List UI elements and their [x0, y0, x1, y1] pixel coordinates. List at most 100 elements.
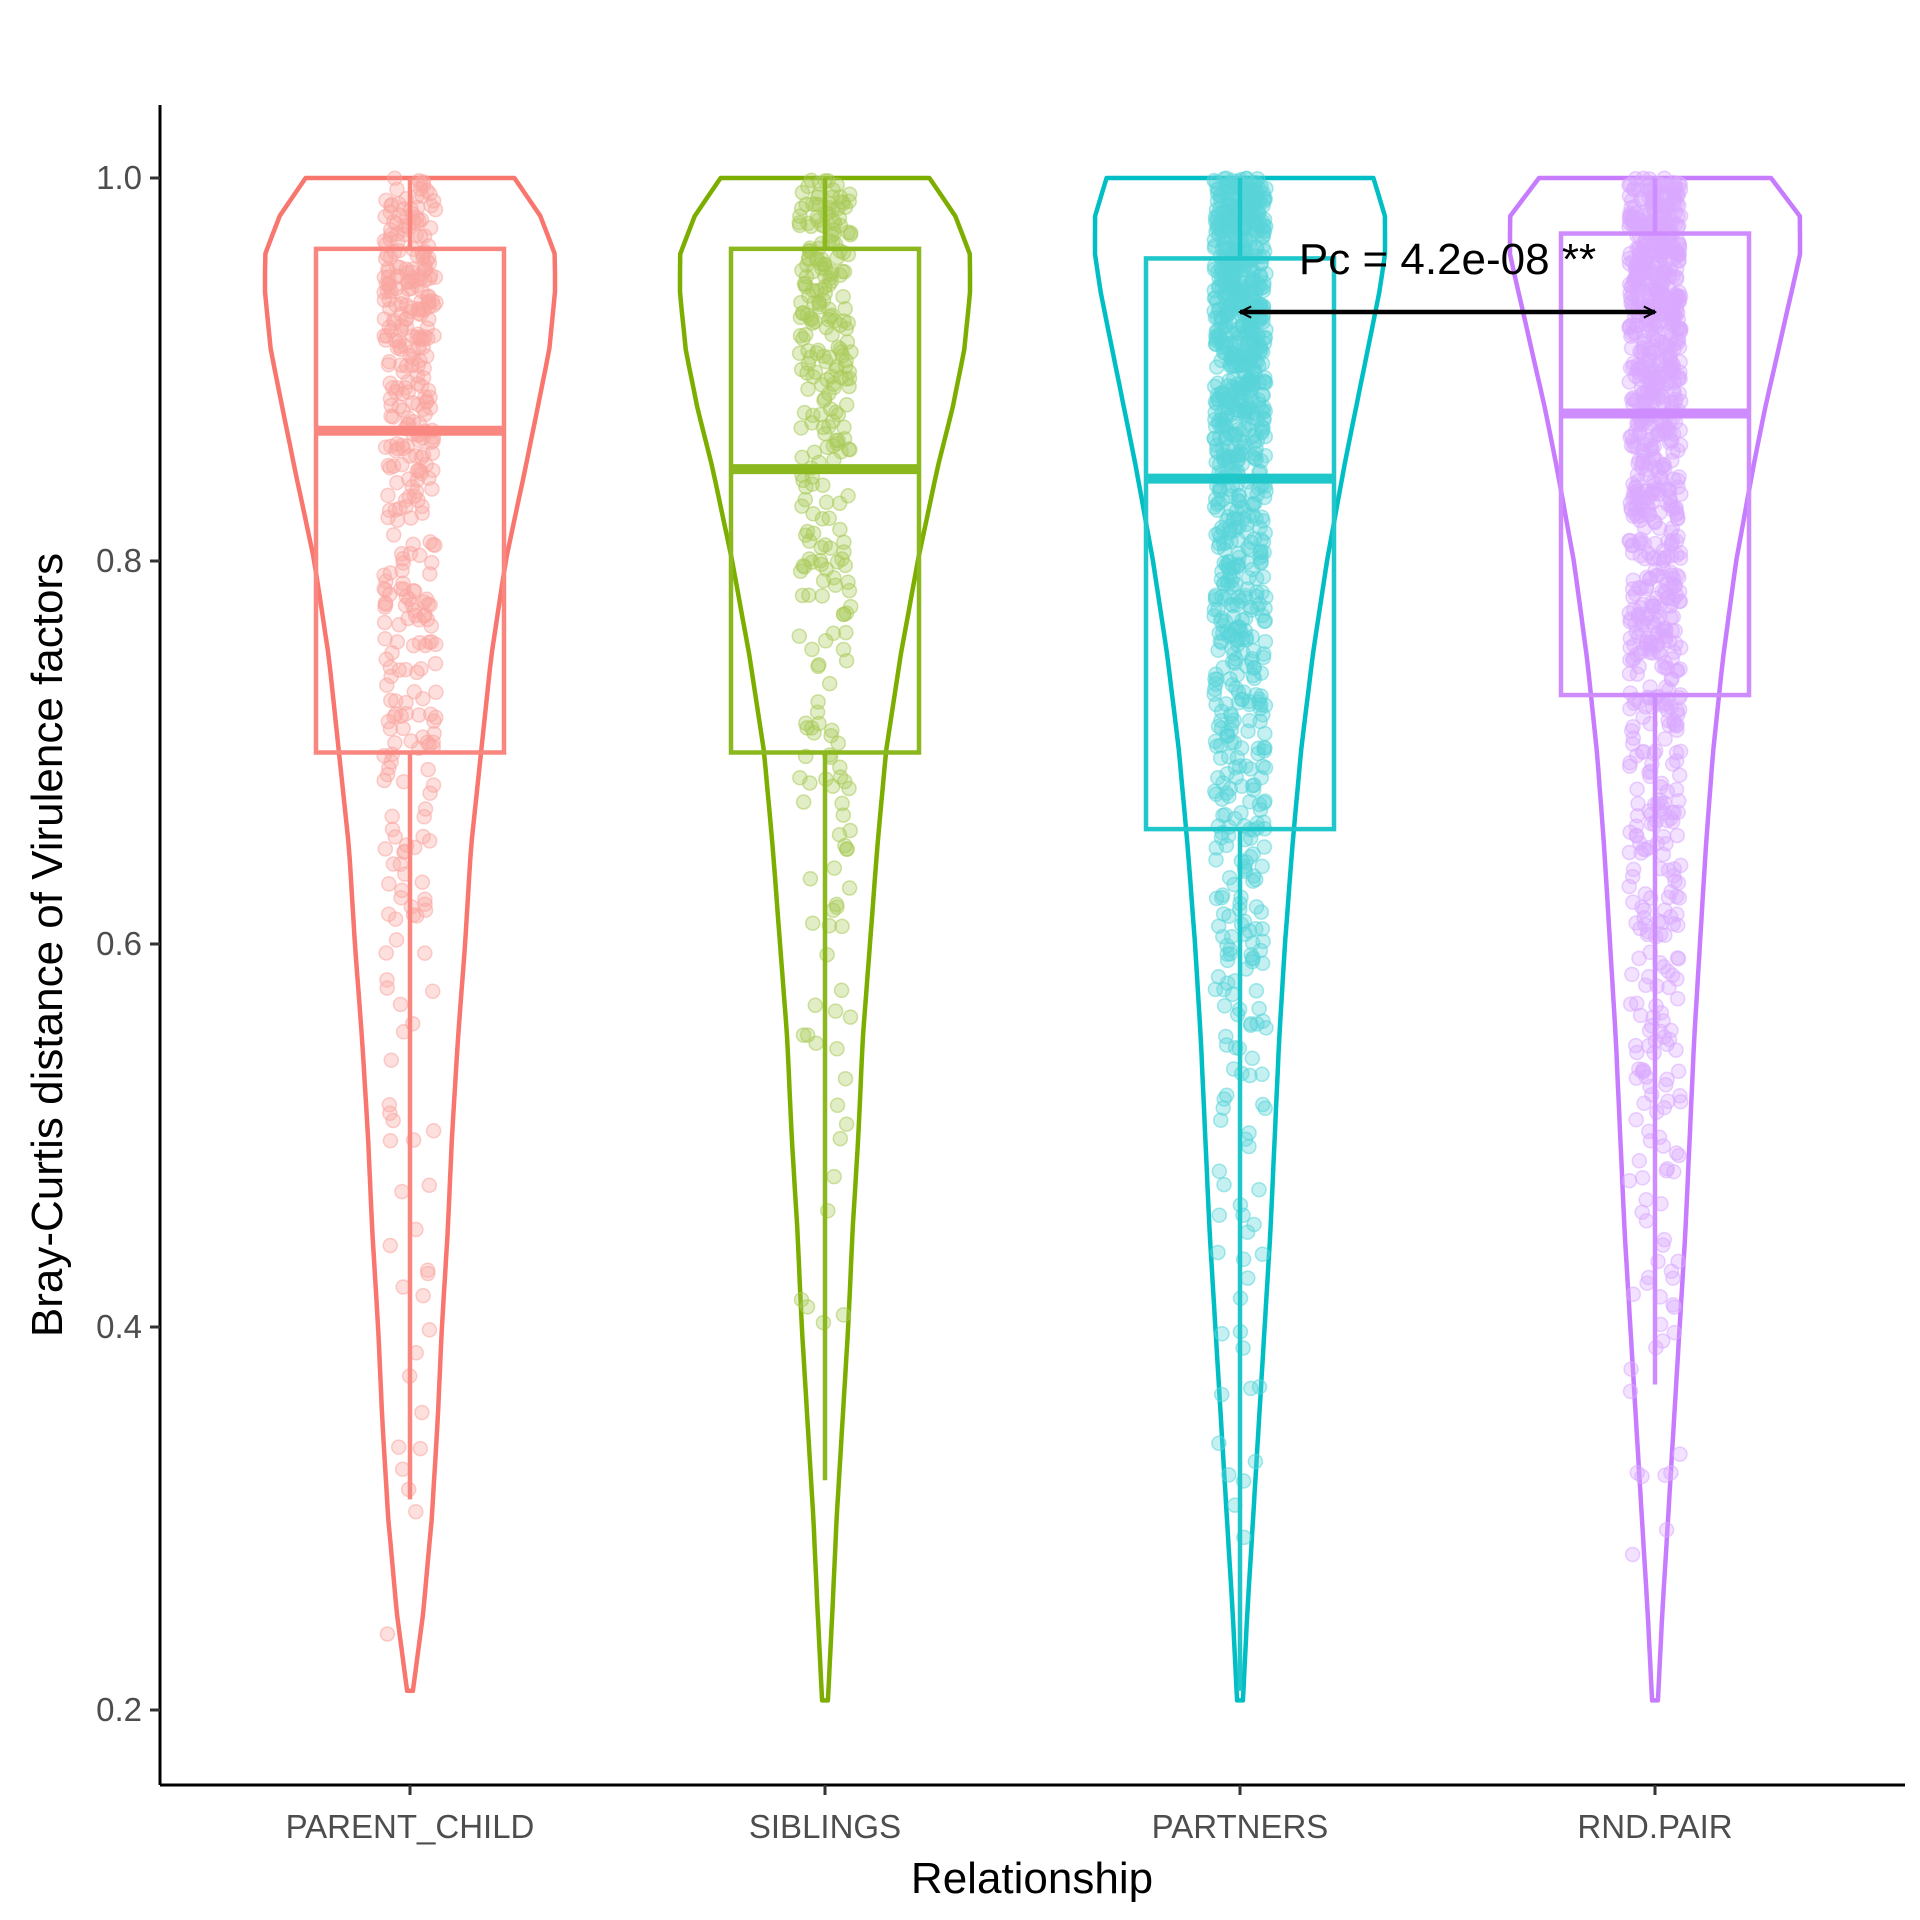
point-partners: [1240, 1270, 1256, 1286]
point-rnd-pair: [1627, 1037, 1644, 1054]
point-rnd-pair: [1671, 767, 1688, 783]
point-partners: [1227, 522, 1243, 539]
point-rnd-pair: [1672, 422, 1688, 439]
point-rnd-pair: [1645, 338, 1661, 355]
point-parent-child: [379, 980, 395, 996]
point-partners: [1241, 356, 1258, 373]
point-partners: [1227, 810, 1243, 827]
point-partners: [1221, 400, 1237, 416]
point-partners: [1244, 483, 1260, 500]
point-parent-child: [382, 565, 399, 581]
point-parent-child: [417, 891, 433, 907]
point-partners: [1254, 955, 1271, 972]
point-rnd-pair: [1666, 1324, 1683, 1341]
point-partners: [1257, 1100, 1273, 1117]
point-siblings: [838, 624, 854, 641]
x-tick-label-partners: PARTNERS: [1152, 1808, 1329, 1845]
point-partners: [1243, 602, 1259, 618]
point-siblings: [825, 182, 841, 198]
point-parent-child: [412, 1440, 429, 1457]
point-partners: [1210, 602, 1226, 618]
point-partners: [1250, 740, 1267, 756]
point-siblings: [814, 588, 830, 604]
point-siblings: [838, 605, 855, 621]
point-partners: [1208, 676, 1224, 692]
point-partners: [1250, 223, 1267, 239]
point-rnd-pair: [1670, 1063, 1687, 1080]
point-partners: [1251, 796, 1268, 813]
point-siblings: [803, 720, 820, 736]
point-partners: [1254, 858, 1270, 875]
point-siblings: [827, 1003, 844, 1019]
point-partners: [1231, 421, 1247, 437]
point-rnd-pair: [1672, 1093, 1689, 1110]
y-tick-label: 0.4: [96, 1308, 142, 1345]
point-rnd-pair: [1662, 564, 1679, 580]
point-parent-child: [379, 972, 395, 988]
point-partners: [1237, 407, 1253, 423]
point-partners: [1244, 375, 1260, 392]
point-rnd-pair: [1635, 350, 1652, 367]
point-partners: [1225, 358, 1241, 374]
point-siblings: [842, 1009, 859, 1025]
point-siblings: [838, 1116, 855, 1132]
points-layer: [376, 170, 1689, 1642]
point-siblings: [840, 488, 856, 504]
point-parent-child: [420, 761, 436, 778]
point-partners: [1217, 203, 1233, 219]
point-rnd-pair: [1629, 666, 1646, 682]
point-partners: [1229, 596, 1245, 613]
point-siblings: [835, 1307, 852, 1323]
point-partners: [1255, 569, 1272, 585]
point-partners: [1252, 700, 1269, 717]
point-partners: [1207, 309, 1224, 326]
point-partners: [1252, 802, 1269, 818]
violin-siblings: [677, 175, 973, 1703]
point-siblings: [829, 1097, 846, 1114]
point-parent-child: [404, 479, 420, 495]
point-parent-child: [397, 492, 414, 508]
point-siblings: [795, 794, 812, 810]
point-siblings: [819, 371, 835, 388]
point-partners: [1223, 231, 1240, 247]
point-partners: [1248, 584, 1265, 601]
point-partners: [1246, 660, 1262, 677]
point-parent-child: [382, 231, 398, 247]
point-siblings: [832, 1130, 849, 1147]
point-partners: [1255, 649, 1272, 666]
point-parent-child: [402, 545, 419, 562]
point-partners: [1255, 534, 1272, 550]
point-rnd-pair: [1644, 549, 1660, 566]
point-partners: [1256, 839, 1273, 855]
point-rnd-pair: [1658, 1522, 1675, 1538]
point-siblings: [841, 370, 858, 387]
point-parent-child: [406, 684, 423, 700]
point-siblings: [792, 327, 809, 344]
point-rnd-pair: [1623, 1361, 1639, 1377]
point-siblings: [812, 552, 829, 569]
point-rnd-pair: [1632, 920, 1648, 937]
point-partners: [1223, 387, 1240, 404]
point-siblings: [841, 880, 858, 896]
point-siblings: [835, 807, 852, 823]
point-partners: [1257, 725, 1273, 742]
point-partners: [1238, 524, 1255, 541]
point-rnd-pair: [1659, 702, 1676, 719]
point-siblings: [817, 537, 833, 553]
point-rnd-pair: [1660, 889, 1677, 906]
point-partners: [1245, 950, 1261, 966]
point-partners: [1257, 613, 1274, 629]
point-partners: [1230, 694, 1247, 711]
point-parent-child: [404, 270, 421, 286]
point-parent-child: [416, 608, 432, 624]
point-siblings: [821, 510, 837, 527]
point-siblings: [834, 918, 850, 935]
x-tick-label-rnd-pair: RND.PAIR: [1577, 1808, 1732, 1845]
point-parent-child: [424, 445, 441, 461]
point-parent-child: [395, 575, 411, 591]
point-partners: [1222, 287, 1238, 304]
point-partners: [1248, 510, 1264, 527]
point-rnd-pair: [1631, 950, 1647, 967]
point-siblings: [843, 344, 859, 360]
point-siblings: [805, 263, 822, 280]
